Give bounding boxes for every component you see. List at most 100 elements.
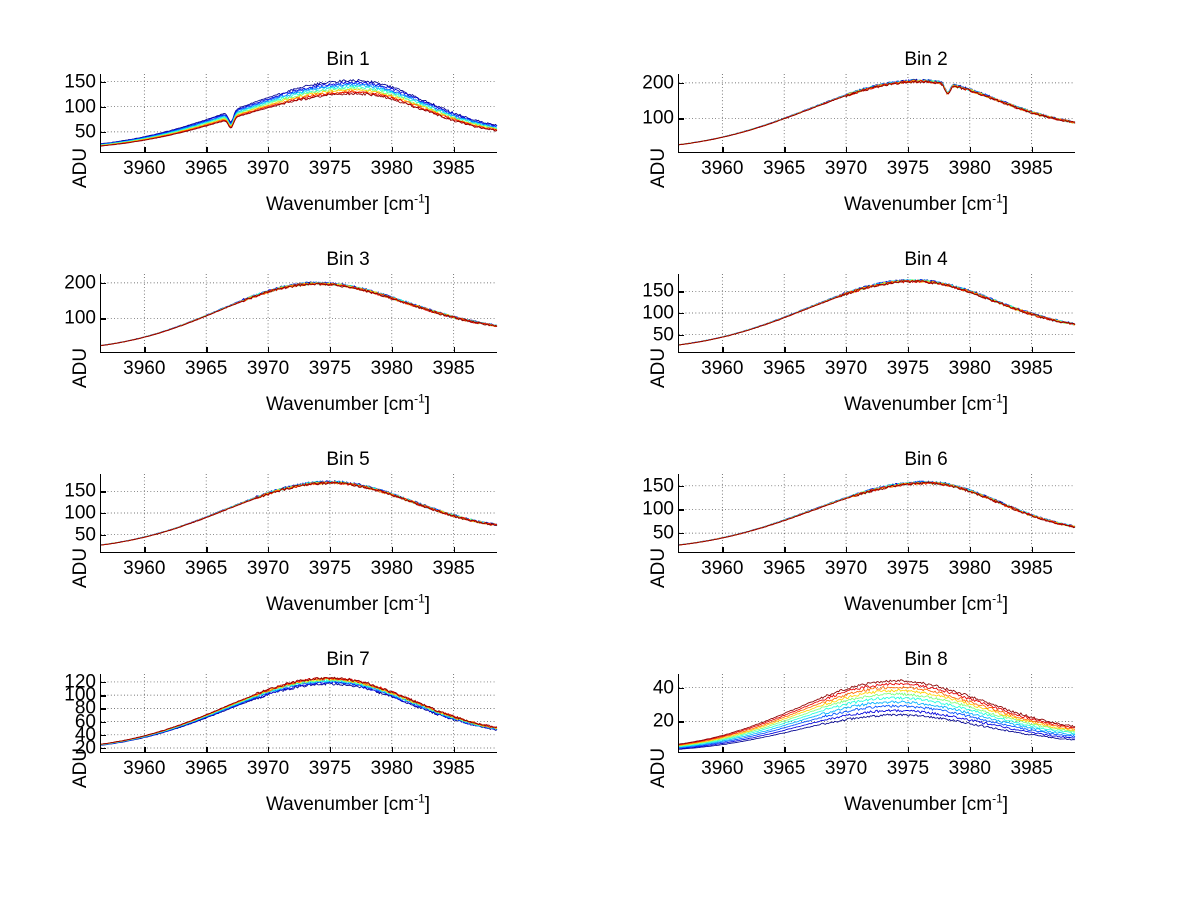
x-tick-label: 3965: [763, 358, 806, 379]
x-tick-mark: [453, 147, 456, 152]
x-tick-mark: [1031, 147, 1034, 152]
x-tick-mark: [846, 147, 848, 152]
series-line: [679, 710, 1075, 749]
series-line: [679, 81, 1075, 145]
x-tick-mark: [206, 547, 208, 552]
x-tick-label: 3970: [246, 758, 290, 779]
series-line: [101, 86, 497, 145]
series-line: [679, 80, 1075, 144]
x-axis-label-bracket: ]: [424, 394, 431, 415]
x-tick-mark: [784, 747, 786, 752]
y-tick-label: 100: [64, 502, 96, 524]
y-tick-mark: [101, 318, 106, 320]
y-tick-mark: [101, 81, 106, 83]
panel-bin-2: Bin 2 ADU 100 200 3960 3965 3970 3975 3980 3985 Wa…: [626, 46, 1200, 246]
series-line: [679, 80, 1075, 145]
series-line: [679, 683, 1075, 744]
series-line: [679, 482, 1075, 545]
panel-bin-8: Bin 8 ADU 20 40 3960 3965 3970 3975 3980 3985 Wave…: [626, 646, 1200, 846]
series-line: [679, 79, 1075, 144]
plot-area: 20 40 60 80 100 120 3960 3965 3970 3975 3980 3985: [64, 672, 497, 778]
series-line: [679, 705, 1075, 748]
y-tick-mark: [101, 695, 106, 697]
y-tick-label: 50: [74, 524, 96, 546]
x-axis-label: Wavenumber [cm-1]: [48, 193, 648, 216]
plot-svg: [679, 674, 1075, 752]
x-tick-mark: [784, 547, 786, 552]
series-line: [679, 280, 1075, 345]
panel-bin-1: Bin 1 ADU 50 100 150 3960 3965 3970 3975 3980 3985…: [48, 46, 648, 246]
panel-title: Bin 4: [904, 249, 948, 270]
y-tick-mark: [679, 82, 684, 85]
series-line: [101, 93, 497, 147]
y-tick-label: 150: [64, 480, 96, 502]
x-axis-label-text: Wavenumber [cm: [843, 394, 993, 415]
x-tick-label: 3965: [763, 158, 806, 179]
x-axis-label: Wavenumber [cm-1]: [48, 393, 648, 416]
plot-area: 100 200 3960 3965 3970 3975 3980 3985: [64, 273, 497, 378]
y-tick-label: 100: [64, 684, 96, 706]
y-tick-label: 100: [64, 96, 96, 118]
x-tick-label: 3975: [886, 558, 930, 579]
x-tick-label: 3960: [701, 358, 744, 379]
x-tick-mark: [206, 747, 208, 752]
x-axis-label: Wavenumber [cm-1]: [626, 591, 1200, 616]
x-tick-mark: [144, 547, 146, 552]
x-tick-label: 3980: [370, 758, 413, 779]
x-axis-label-exponent: -1: [414, 791, 425, 806]
panel-bin-3: Bin 3 ADU 100 200 3960 3965 3970 3975 3980 3985 Wa…: [48, 246, 648, 446]
x-tick-label: 3975: [308, 758, 352, 779]
x-axis-label-bracket: ]: [1002, 394, 1009, 415]
x-tick-mark: [784, 147, 786, 152]
y-tick-mark: [101, 282, 106, 285]
x-tick-mark: [969, 547, 972, 552]
y-tick-mark: [679, 485, 684, 488]
series-line: [679, 80, 1075, 145]
plot-area: 100 200 3960 3965 3970 3975 3980 3985: [642, 73, 1075, 178]
x-tick-mark: [206, 147, 208, 152]
x-axis-label-bracket: ]: [424, 794, 431, 815]
series-line: [679, 481, 1075, 545]
x-tick-label: 3975: [886, 158, 930, 179]
x-tick-label: 3985: [432, 558, 475, 579]
y-tick-label: 150: [642, 280, 674, 302]
x-tick-mark: [268, 347, 270, 352]
series-line: [679, 281, 1075, 345]
x-axis-label-exponent: -1: [992, 591, 1003, 606]
series-line: [679, 482, 1075, 545]
x-tick-label: 3975: [308, 358, 352, 379]
x-tick-label: 3980: [948, 158, 991, 179]
x-tick-label: 3980: [370, 558, 413, 579]
x-tick-label: 3980: [948, 358, 991, 379]
series-line: [679, 701, 1075, 747]
x-axis-label-exponent: -1: [992, 391, 1003, 406]
x-tick-label: 3960: [123, 558, 166, 579]
y-tick-mark: [679, 509, 684, 511]
x-tick-label: 3975: [886, 758, 930, 779]
series-line: [679, 482, 1075, 545]
series-line: [679, 280, 1075, 345]
x-tick-mark: [846, 547, 848, 552]
x-tick-mark: [722, 147, 724, 152]
panel-bin-7: Bin 7 ADU 20 40 60 80 100 120 3960 3965 3970 3975 39…: [48, 646, 648, 846]
panel-title: Bin 7: [326, 649, 370, 670]
x-axis-label: Wavenumber [cm-1]: [48, 791, 648, 816]
x-tick-mark: [391, 347, 394, 352]
series-line: [679, 280, 1075, 345]
y-tick-label: 50: [652, 324, 674, 346]
series-line: [679, 80, 1075, 145]
series-line: [101, 87, 497, 145]
y-tick-mark: [679, 533, 684, 535]
plot-area: 50 100 150 3960 3965 3970 3975 3980 3985: [642, 474, 1075, 578]
panel-bin-5: Bin 5 ADU 50 100 150 3960 3965 3970 3975 3980 3985…: [48, 446, 648, 646]
x-tick-label: 3980: [948, 558, 991, 579]
x-tick-mark: [453, 547, 456, 552]
panel-title: Bin 5: [326, 449, 370, 470]
x-tick-mark: [144, 747, 146, 752]
y-tick-mark: [101, 534, 106, 537]
x-tick-label: 3985: [432, 758, 475, 779]
y-tick-mark: [101, 708, 106, 710]
x-tick-label: 3960: [701, 158, 744, 179]
x-tick-label: 3980: [948, 758, 991, 779]
